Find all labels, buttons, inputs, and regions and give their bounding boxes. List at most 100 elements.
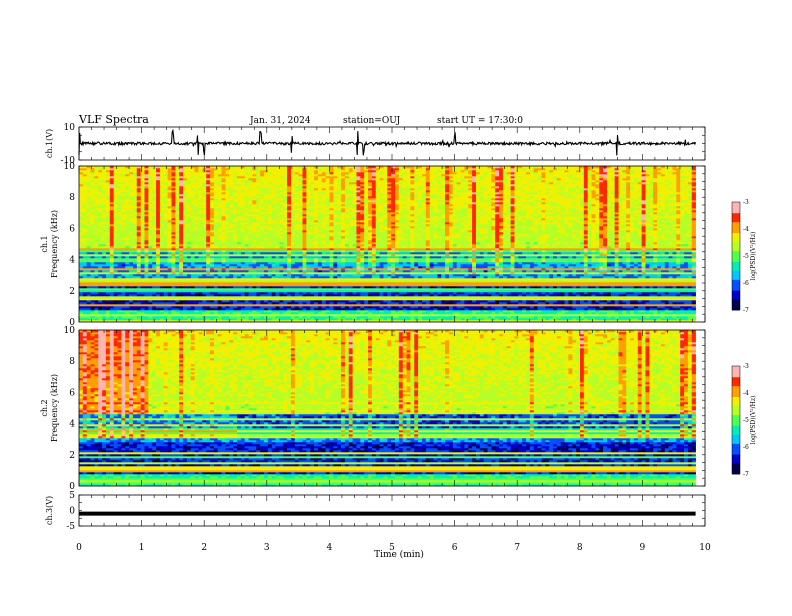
spectrogram-cell — [94, 266, 98, 268]
spectrogram-cell — [133, 220, 137, 222]
spectrogram-cell — [198, 272, 202, 274]
spectrogram-cell — [168, 310, 172, 312]
spectrogram-cell — [94, 306, 98, 308]
spectrogram-cell — [187, 206, 191, 208]
spectrogram-cell — [187, 224, 191, 226]
spectrogram-cell — [118, 236, 122, 238]
spectrogram-cell — [106, 184, 110, 186]
spectrogram-cell — [129, 220, 133, 222]
spectrogram-cell — [98, 260, 102, 262]
spectrogram-cell — [133, 214, 137, 216]
spectrogram-cell — [83, 244, 87, 246]
spectrogram-cell — [168, 194, 172, 196]
spectrogram-cell — [198, 306, 202, 308]
spectrogram-cell — [179, 240, 183, 242]
spectrogram-cell — [137, 294, 141, 296]
spectrogram-cell — [94, 256, 98, 258]
spectrogram-cell — [106, 310, 110, 312]
spectrogram-cell — [94, 186, 98, 188]
spectrogram-cell — [179, 292, 183, 294]
spectrogram-cell — [118, 302, 122, 304]
spectrogram-cell — [152, 202, 156, 204]
spectrogram-cell — [102, 248, 106, 250]
spectrogram-cell — [160, 298, 164, 300]
spectrogram-cell — [83, 306, 87, 308]
spectrogram-cell — [110, 260, 114, 262]
spectrogram-cell — [183, 216, 187, 218]
spectrogram-cell — [133, 284, 137, 286]
spectrogram-cell — [187, 282, 191, 284]
spectrogram-cell — [129, 218, 133, 220]
spectrogram-cell — [152, 212, 156, 214]
spectrogram-cell — [94, 246, 98, 248]
spectrogram-cell — [195, 244, 199, 246]
spectrogram-cell — [183, 282, 187, 284]
spectrogram-cell — [121, 248, 125, 250]
spectrogram-cell — [98, 280, 102, 282]
spectrogram-cell — [98, 302, 102, 304]
spectrogram-cell — [121, 190, 125, 192]
spectrogram-cell — [183, 210, 187, 212]
spectrogram-cell — [152, 198, 156, 200]
spectrogram-cell — [141, 276, 145, 278]
spectrogram-cell — [79, 288, 83, 290]
spectrogram-cell — [171, 270, 175, 272]
spectrogram-cell — [83, 278, 87, 280]
spectrogram-cell — [94, 168, 98, 170]
spectrogram-cell — [191, 296, 195, 298]
spectrogram-cell — [171, 246, 175, 248]
spectrogram-cell — [141, 230, 145, 232]
spectrogram-cell — [148, 192, 152, 194]
spectrogram-cell — [175, 298, 179, 300]
spectrogram-cell — [145, 302, 149, 304]
spectrogram-cell — [156, 202, 160, 204]
spectrogram-cell — [175, 296, 179, 298]
spectrogram-cell — [164, 296, 168, 298]
spectrogram-cell — [114, 274, 118, 276]
spectrogram-cell — [145, 218, 149, 220]
spectrogram-cell — [171, 294, 175, 296]
spectrogram-cell — [152, 254, 156, 256]
y-axis-label: ch.1 — [40, 235, 49, 252]
spectrogram-cell — [175, 216, 179, 218]
spectrogram-cell — [91, 220, 95, 222]
spectrogram-cell — [121, 232, 125, 234]
spectrogram-cell — [187, 314, 191, 316]
spectrogram-cell — [129, 270, 133, 272]
spectrogram-cell — [179, 182, 183, 184]
spectrogram-cell — [187, 258, 191, 260]
spectrogram-cell — [125, 192, 129, 194]
spectrogram-cell — [102, 210, 106, 212]
spectrogram-cell — [160, 256, 164, 258]
spectrogram-cell — [98, 214, 102, 216]
spectrogram-cell — [94, 204, 98, 206]
spectrogram-cell — [91, 198, 95, 200]
spectrogram-cell — [121, 214, 125, 216]
spectrogram-cell — [179, 302, 183, 304]
spectrogram-cell — [148, 214, 152, 216]
spectrogram-cell — [94, 304, 98, 306]
spectrogram-cell — [145, 168, 149, 170]
spectrogram-cell — [179, 206, 183, 208]
spectrogram-cell — [171, 184, 175, 186]
spectrogram-cell — [195, 298, 199, 300]
spectrogram-cell — [179, 274, 183, 276]
spectrogram-cell — [195, 226, 199, 228]
spectrogram-cell — [187, 190, 191, 192]
spectrogram-cell — [198, 248, 202, 250]
spectrogram-cell — [148, 298, 152, 300]
spectrogram-cell — [187, 312, 191, 314]
spectrogram-cell — [152, 246, 156, 248]
spectrogram-cell — [137, 282, 141, 284]
spectrogram-cell — [183, 316, 187, 318]
spectrogram-cell — [114, 238, 118, 240]
spectrogram-cell — [164, 316, 168, 318]
spectrogram-cell — [129, 212, 133, 214]
spectrogram-cell — [129, 276, 133, 278]
spectrogram-cell — [91, 264, 95, 266]
spectrogram-cell — [187, 180, 191, 182]
spectrogram-cell — [183, 188, 187, 190]
spectrogram-cell — [175, 262, 179, 264]
spectrogram-cell — [198, 270, 202, 272]
spectrogram-cell — [191, 238, 195, 240]
